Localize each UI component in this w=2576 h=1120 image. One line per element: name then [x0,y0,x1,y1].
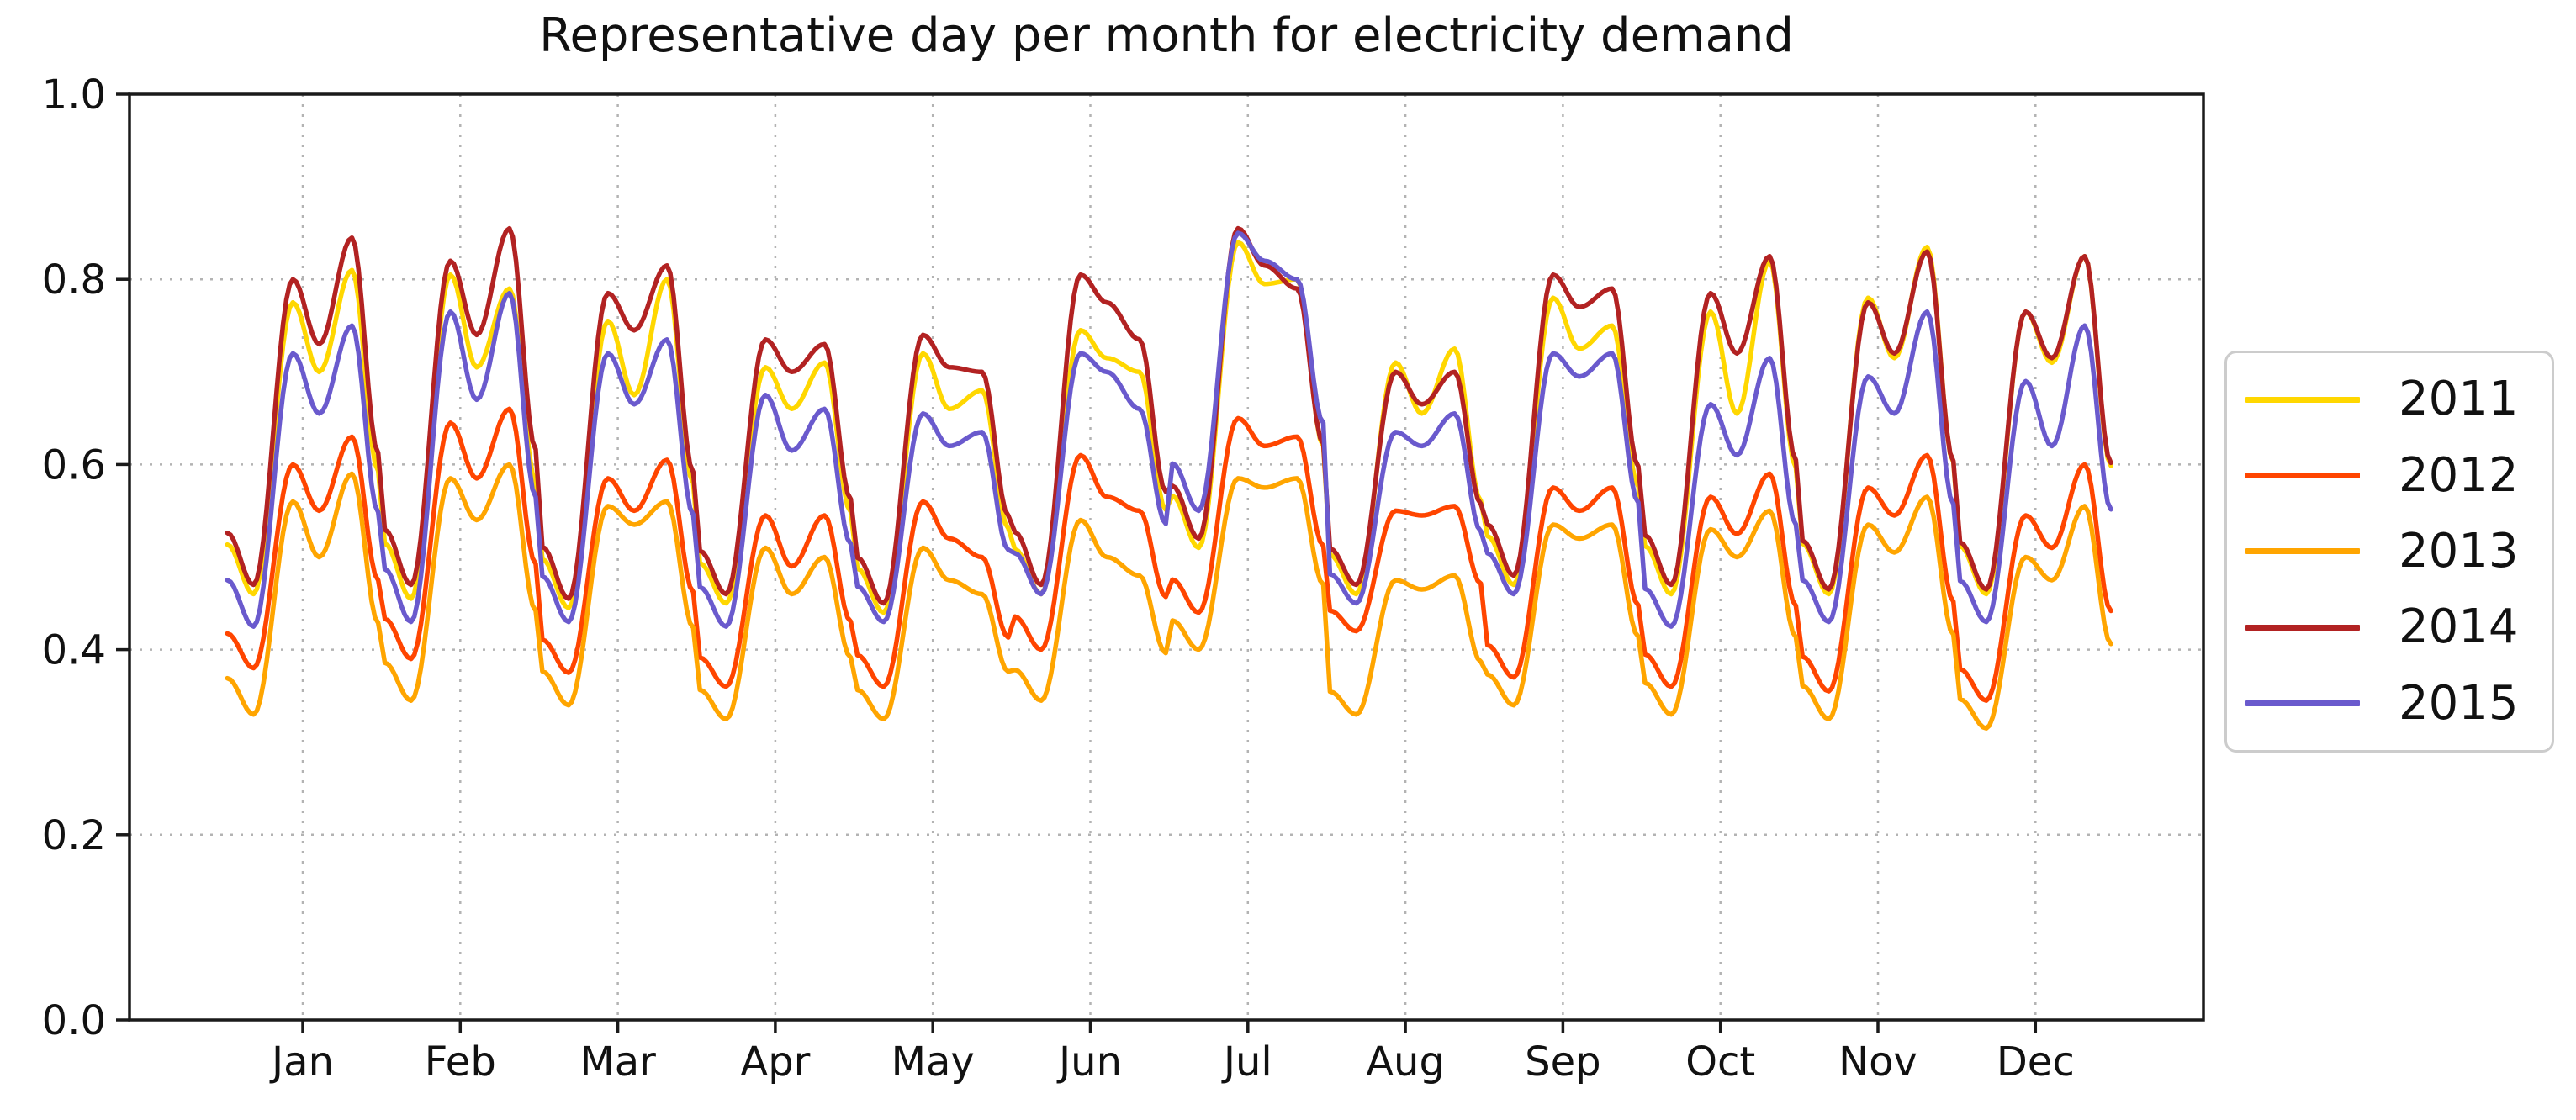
x-tick-label-Apr: Apr [740,1038,810,1086]
x-tick-label-Dec: Dec [1997,1038,2075,1086]
legend-swatch-2011 [2245,396,2360,403]
axis-frame [128,92,2205,1022]
legend-item-2014: 2014 [2227,604,2552,651]
legend-item-2013: 2013 [2227,523,2552,578]
legend-label-2013: 2013 [2399,523,2519,578]
y-tick-label-0.2: 0.2 [42,812,106,859]
legend-item-2012: 2012 [2227,452,2552,499]
chart-title: Representative day per month for electri… [539,8,1794,63]
x-tick-label-Aug: Aug [1366,1038,1445,1086]
legend-swatch-2015 [2245,700,2360,707]
y-tick-label-1.0: 1.0 [42,71,106,119]
x-tick-label-Jan: Jan [269,1038,334,1086]
legend-label-2014: 2014 [2399,600,2519,655]
legend: 2011 2012 2013 2014 2015 [2224,351,2554,753]
y-tick-label-0.6: 0.6 [42,441,106,489]
x-tick-label-Sep: Sep [1525,1038,1600,1086]
series-line-2014 [225,225,2113,606]
series-line-2012 [225,406,2113,703]
x-tick-label-Mar: Mar [579,1038,656,1086]
legend-item-2015: 2015 [2227,675,2552,731]
legend-label-2015: 2015 [2399,675,2519,731]
y-tick-label-0.4: 0.4 [42,627,106,674]
series-line-2015 [225,230,2113,629]
legend-label-2011: 2011 [2399,372,2519,427]
y-tick-label-0.0: 0.0 [42,997,106,1044]
legend-swatch-2012 [2245,473,2360,479]
y-tick-label-0.8: 0.8 [42,256,106,304]
x-tick-label-Jul: Jul [1221,1038,1272,1086]
x-tick-label-Oct: Oct [1685,1038,1755,1086]
x-tick-label-Jun: Jun [1056,1038,1122,1086]
legend-swatch-2014 [2245,624,2360,631]
x-tick-label-Feb: Feb [425,1038,496,1086]
legend-item-2011: 2011 [2227,376,2552,423]
series-line-2013 [225,462,2113,731]
x-tick-label-Nov: Nov [1838,1038,1917,1086]
legend-swatch-2013 [2245,548,2360,555]
legend-label-2012: 2012 [2399,447,2519,503]
x-tick-label-May: May [891,1038,975,1086]
